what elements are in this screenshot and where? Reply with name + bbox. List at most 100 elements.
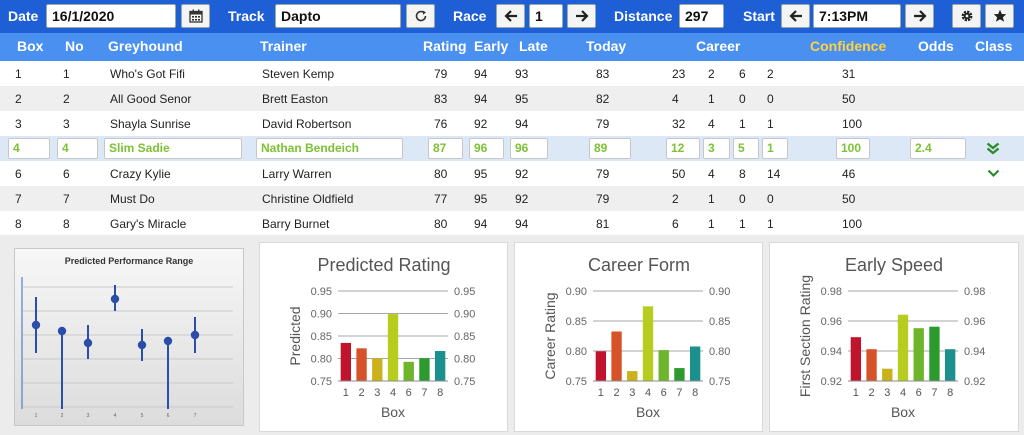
- y-tick-label: 0.90: [566, 286, 587, 298]
- range-x-label: 6: [167, 413, 170, 419]
- cell-no[interactable]: 4: [57, 138, 98, 159]
- cell-late: 93: [515, 67, 529, 81]
- col-confidence[interactable]: Confidence: [810, 38, 887, 54]
- bar[interactable]: [340, 342, 352, 382]
- y-tick-label-right: 0.80: [709, 346, 730, 358]
- bar[interactable]: [356, 348, 367, 382]
- cell-odds[interactable]: 2.4: [910, 138, 966, 159]
- table-row[interactable]: 6 6 Crazy Kylie Larry Warren 80 95 92 79…: [0, 161, 1024, 186]
- bar[interactable]: [674, 368, 685, 382]
- cell-box[interactable]: 4: [8, 138, 50, 159]
- calendar-button[interactable]: [181, 4, 210, 28]
- favorite-button[interactable]: [985, 4, 1014, 28]
- cell-greyhound[interactable]: Slim Sadie: [104, 138, 242, 159]
- x-tick-label: 2: [614, 387, 620, 399]
- range-point: [190, 330, 200, 340]
- y-tick-label: 0.90: [311, 309, 332, 321]
- cell-no: 7: [63, 192, 70, 206]
- start-prev-button[interactable]: [781, 4, 810, 28]
- race-prev-button[interactable]: [496, 4, 525, 28]
- cell-career-seconds[interactable]: 5: [733, 138, 759, 159]
- refresh-button[interactable]: [406, 4, 435, 28]
- bar[interactable]: [627, 371, 638, 382]
- bar[interactable]: [611, 331, 622, 382]
- cell-greyhound: Crazy Kylie: [110, 167, 171, 181]
- table-row[interactable]: 3 3 Shayla Sunrise David Robertson 76 92…: [0, 111, 1024, 136]
- cell-career-starts[interactable]: 12: [666, 138, 700, 159]
- cell-career-thirds: 2: [767, 67, 774, 81]
- race-field[interactable]: 1: [529, 4, 563, 28]
- bar[interactable]: [372, 358, 383, 382]
- col-rating[interactable]: Rating: [423, 38, 467, 54]
- bar[interactable]: [595, 351, 607, 382]
- bar[interactable]: [866, 349, 877, 382]
- cell-rating: 80: [434, 167, 448, 181]
- x-tick-label: 6: [916, 387, 922, 399]
- start-label: Start: [743, 8, 775, 24]
- col-no[interactable]: No: [65, 38, 84, 54]
- col-today[interactable]: Today: [586, 38, 627, 54]
- early-speed-card: Early Speed 0.92 0.92 0.94 0.94 0.96 0.96 0.98 0…: [769, 242, 1019, 432]
- cell-career-thirds: 0: [767, 92, 774, 106]
- race-next-button[interactable]: [567, 4, 596, 28]
- early-speed-chart: Early Speed 0.92 0.92 0.94 0.94 0.96 0.96 0.98 0…: [797, 255, 985, 420]
- race-label: Race: [453, 8, 487, 24]
- table-row[interactable]: 8 8 Gary's Miracle Barry Burnet 80 94 94…: [0, 211, 1024, 236]
- cell-rating[interactable]: 87: [428, 138, 463, 159]
- table-row-selected[interactable]: 4 4 Slim Sadie Nathan Bendeich 87 96 96 …: [0, 136, 1024, 161]
- y-tick-label-right: 0.85: [709, 316, 730, 328]
- col-box[interactable]: Box: [17, 38, 44, 54]
- bar[interactable]: [387, 314, 399, 382]
- cell-today: 82: [596, 92, 610, 106]
- distance-field[interactable]: 297: [679, 4, 724, 28]
- bar[interactable]: [658, 350, 669, 382]
- bar[interactable]: [882, 368, 893, 382]
- col-late[interactable]: Late: [519, 38, 548, 54]
- bar[interactable]: [434, 351, 446, 382]
- cell-box: 6: [15, 167, 22, 181]
- bar[interactable]: [419, 358, 430, 382]
- bar[interactable]: [850, 337, 862, 382]
- cell-today[interactable]: 89: [589, 138, 631, 159]
- cell-early[interactable]: 96: [469, 138, 504, 159]
- cell-early: 94: [474, 217, 488, 231]
- bar[interactable]: [913, 328, 924, 382]
- refresh-icon: [415, 10, 426, 22]
- col-early[interactable]: Early: [474, 38, 509, 54]
- col-odds[interactable]: Odds: [918, 38, 954, 54]
- bar[interactable]: [897, 314, 909, 382]
- y-tick-label: 0.92: [821, 376, 842, 388]
- cell-greyhound: Gary's Miracle: [110, 217, 187, 231]
- cell-career-thirds[interactable]: 1: [762, 138, 788, 159]
- cell-confidence[interactable]: 100: [836, 138, 870, 159]
- bar[interactable]: [642, 306, 654, 382]
- cell-career-wins[interactable]: 3: [703, 138, 730, 159]
- cell-late: 95: [515, 92, 529, 106]
- cell-career-thirds: 1: [767, 117, 774, 131]
- cell-early: 94: [474, 67, 488, 81]
- col-career[interactable]: Career: [696, 38, 741, 54]
- bar[interactable]: [689, 346, 701, 382]
- cell-late: 94: [515, 117, 529, 131]
- bar[interactable]: [403, 361, 414, 382]
- start-time-field[interactable]: 7:13PM: [813, 4, 901, 28]
- y-tick-label-right: 0.85: [454, 331, 475, 343]
- start-next-button[interactable]: [905, 4, 934, 28]
- col-trainer[interactable]: Trainer: [260, 38, 307, 54]
- bar[interactable]: [929, 326, 940, 382]
- chart-title: Predicted Rating: [317, 255, 450, 275]
- date-field[interactable]: 16/1/2020: [46, 4, 176, 28]
- double-chevron-down-icon[interactable]: [986, 142, 1000, 155]
- bar[interactable]: [944, 349, 956, 382]
- cell-trainer[interactable]: Nathan Bendeich: [256, 138, 403, 159]
- col-greyhound[interactable]: Greyhound: [108, 38, 183, 54]
- table-row[interactable]: 7 7 Must Do Christine Oldfield 77 95 92 …: [0, 186, 1024, 211]
- chevron-down-icon[interactable]: [987, 169, 1000, 178]
- y-tick-label-right: 0.75: [454, 376, 475, 388]
- track-field[interactable]: Dapto: [275, 4, 401, 28]
- table-row[interactable]: 2 2 All Good Senor Brett Easton 83 94 95…: [0, 86, 1024, 111]
- settings-button[interactable]: [952, 4, 981, 28]
- table-row[interactable]: 1 1 Who's Got Fifi Steven Kemp 79 94 93 …: [0, 61, 1024, 86]
- col-class[interactable]: Class: [975, 38, 1013, 54]
- cell-late[interactable]: 96: [510, 138, 548, 159]
